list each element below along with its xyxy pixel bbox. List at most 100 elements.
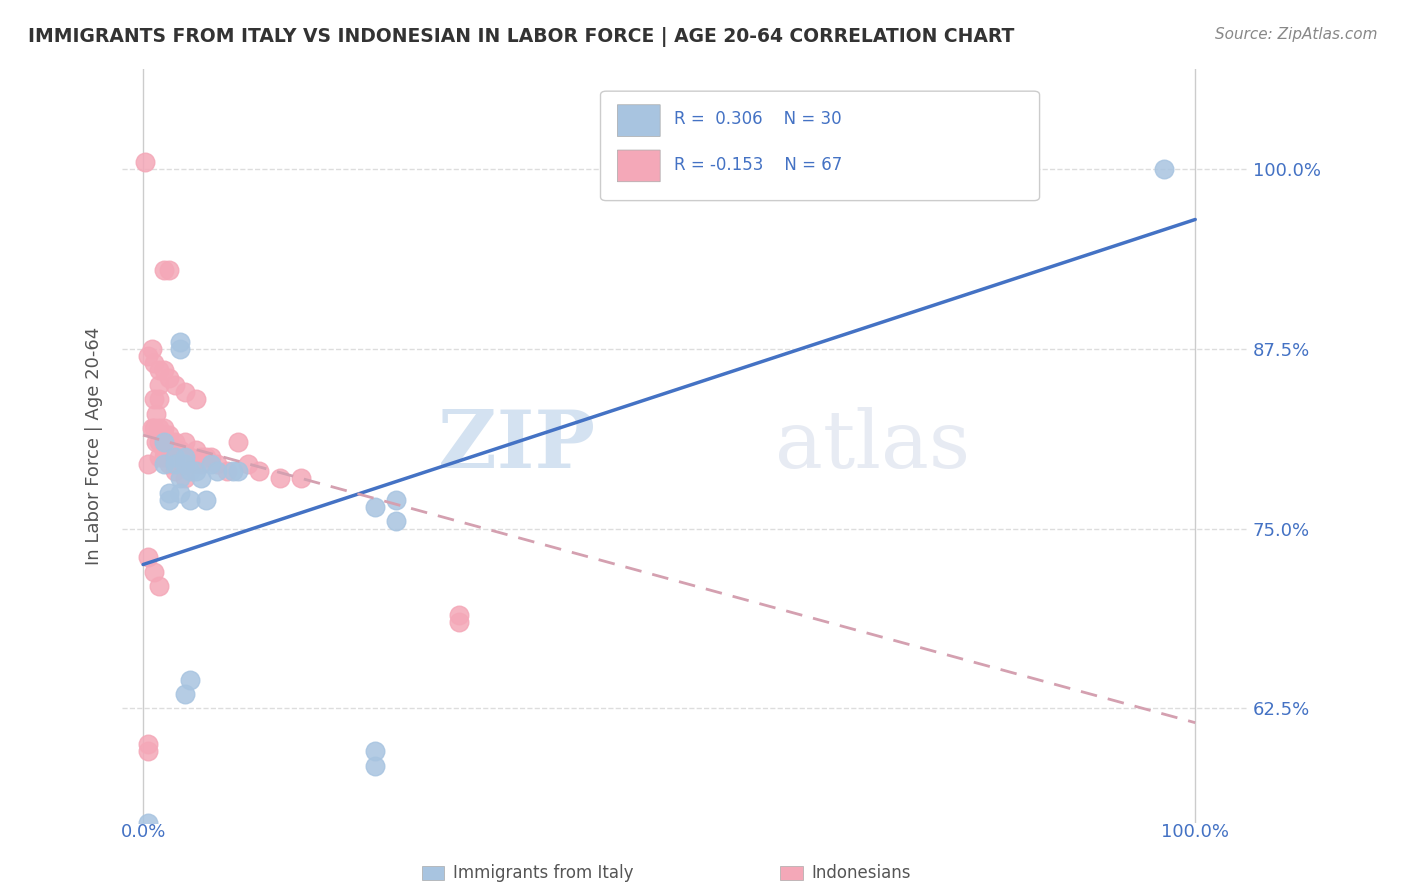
Point: [157, 457, 180, 471]
Point: [142, 392, 165, 407]
Point: [141, 421, 163, 435]
Point: [169, 442, 191, 457]
Point: [148, 421, 170, 435]
Point: [174, 384, 197, 399]
Point: [138, 744, 160, 758]
Text: IMMIGRANTS FROM ITALY VS INDONESIAN IN LABOR FORCE | AGE 20-64 CORRELATION CHART: IMMIGRANTS FROM ITALY VS INDONESIAN IN L…: [28, 27, 1015, 46]
Point: [179, 673, 201, 687]
Point: [363, 500, 385, 514]
Text: Indonesians: Indonesians: [811, 864, 911, 882]
Point: [142, 421, 165, 435]
Point: [153, 435, 176, 450]
Point: [141, 342, 163, 356]
Point: [184, 464, 207, 478]
Point: [157, 428, 180, 442]
Point: [363, 744, 385, 758]
Point: [247, 464, 270, 478]
Point: [169, 450, 191, 464]
Point: [153, 442, 176, 457]
Point: [200, 450, 222, 464]
Point: [169, 334, 191, 349]
Point: [169, 471, 191, 485]
Point: [142, 356, 165, 370]
Point: [163, 450, 186, 464]
Point: [145, 407, 167, 421]
Point: [163, 450, 186, 464]
Point: [179, 492, 201, 507]
Point: [174, 687, 197, 701]
Point: [153, 363, 176, 377]
Point: [163, 377, 186, 392]
Point: [195, 492, 218, 507]
Point: [142, 565, 165, 579]
Point: [205, 464, 228, 478]
Text: R =  0.306    N = 30: R = 0.306 N = 30: [673, 110, 841, 128]
Point: [184, 392, 207, 407]
Point: [174, 435, 197, 450]
Text: Source: ZipAtlas.com: Source: ZipAtlas.com: [1215, 27, 1378, 42]
Point: [174, 457, 197, 471]
Point: [138, 737, 160, 751]
Point: [169, 485, 191, 500]
Point: [138, 349, 160, 363]
FancyBboxPatch shape: [617, 150, 661, 182]
Point: [157, 442, 180, 457]
Point: [447, 607, 470, 622]
Text: Immigrants from Italy: Immigrants from Italy: [453, 864, 633, 882]
Point: [290, 471, 312, 485]
FancyBboxPatch shape: [600, 91, 1039, 201]
Point: [238, 457, 260, 471]
Text: 100.0%: 100.0%: [1161, 823, 1229, 841]
Point: [145, 435, 167, 450]
Point: [157, 450, 180, 464]
Point: [157, 370, 180, 384]
Point: [184, 442, 207, 457]
Point: [138, 816, 160, 830]
Point: [157, 262, 180, 277]
Point: [163, 464, 186, 478]
Point: [163, 435, 186, 450]
Point: [134, 155, 156, 169]
Point: [148, 392, 170, 407]
Point: [153, 421, 176, 435]
Point: [157, 435, 180, 450]
Point: [169, 457, 191, 471]
Point: [148, 435, 170, 450]
Point: [174, 457, 197, 471]
Point: [163, 457, 186, 471]
Point: [184, 457, 207, 471]
Point: [148, 377, 170, 392]
Point: [269, 471, 291, 485]
Point: [153, 450, 176, 464]
Point: [157, 492, 180, 507]
Point: [153, 435, 176, 450]
Point: [174, 450, 197, 464]
Point: [148, 579, 170, 593]
Point: [221, 464, 243, 478]
Y-axis label: In Labor Force | Age 20-64: In Labor Force | Age 20-64: [86, 326, 103, 565]
Point: [1153, 162, 1175, 177]
Point: [174, 471, 197, 485]
Point: [157, 485, 180, 500]
Point: [163, 442, 186, 457]
Point: [138, 457, 160, 471]
Text: 0.0%: 0.0%: [121, 823, 166, 841]
Point: [190, 450, 212, 464]
Point: [179, 450, 201, 464]
Text: atlas: atlas: [775, 407, 970, 485]
Point: [384, 492, 406, 507]
Point: [200, 457, 222, 471]
Point: [179, 464, 201, 478]
Point: [226, 435, 249, 450]
Point: [163, 457, 186, 471]
Point: [138, 550, 160, 565]
Point: [205, 457, 228, 471]
Point: [190, 457, 212, 471]
Point: [153, 428, 176, 442]
Point: [153, 457, 176, 471]
Point: [174, 450, 197, 464]
Point: [447, 615, 470, 629]
Text: R = -0.153    N = 67: R = -0.153 N = 67: [673, 156, 842, 174]
Point: [195, 450, 218, 464]
Point: [179, 457, 201, 471]
